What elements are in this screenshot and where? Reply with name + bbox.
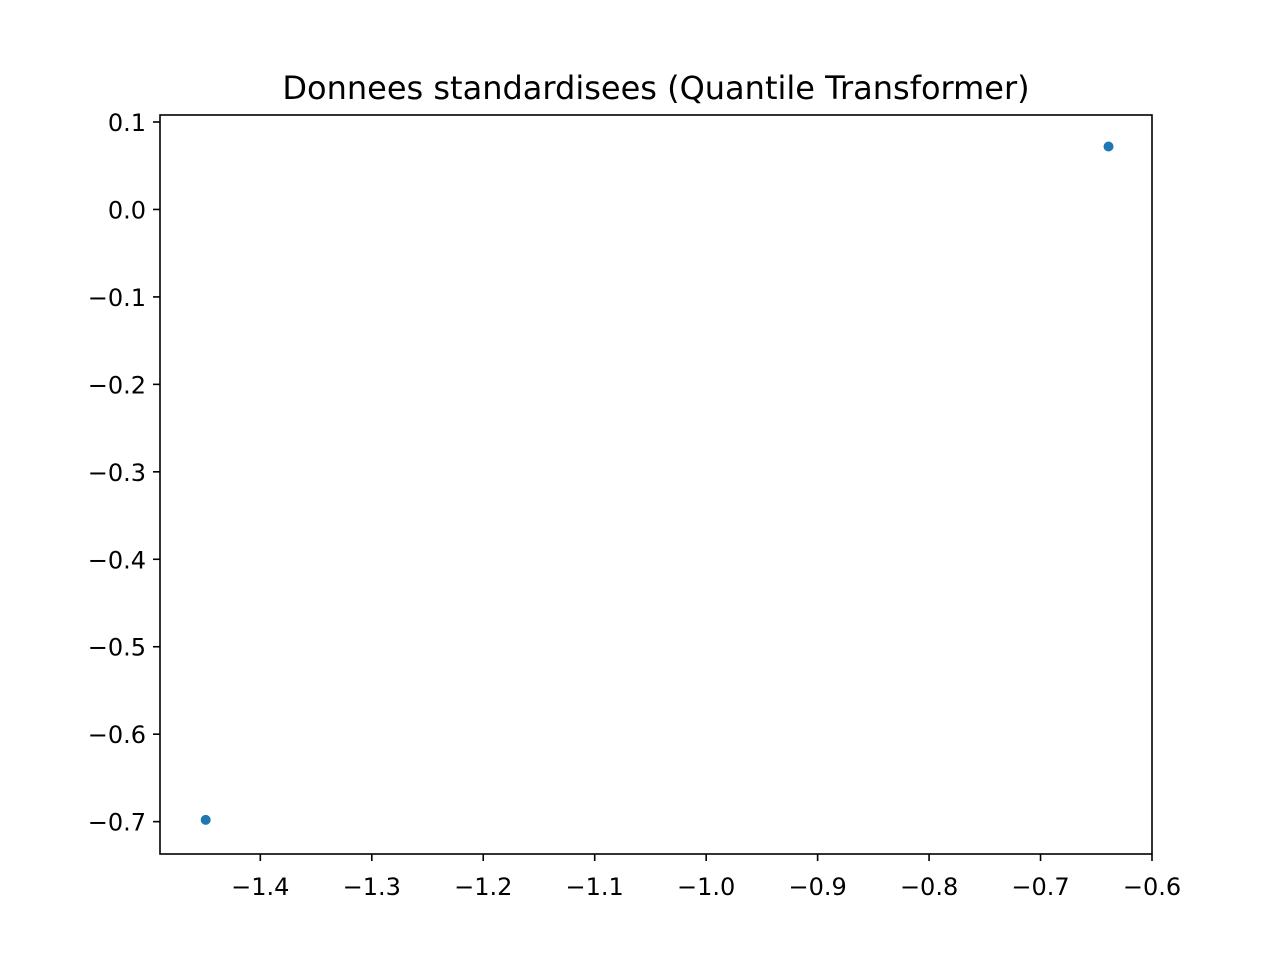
- y-tick-label: 0.1: [108, 109, 146, 137]
- x-tick-label: −0.8: [900, 873, 958, 901]
- y-tick-label: −0.3: [88, 459, 146, 487]
- y-tick-label: −0.5: [88, 634, 146, 662]
- x-tick-label: −1.3: [343, 873, 401, 901]
- y-tick-label: −0.7: [88, 809, 146, 837]
- y-tick-label: 0.0: [108, 196, 146, 224]
- x-tick-label: −1.0: [677, 873, 735, 901]
- data-point: [1103, 141, 1114, 152]
- y-tick-label: −0.6: [88, 721, 146, 749]
- x-tick-label: −1.4: [231, 873, 289, 901]
- x-axis: −1.4 −1.3 −1.2 −1.1 −1.0 −0.9 −0.8 −0.7 −0.6: [231, 854, 1181, 901]
- x-tick-label: −0.9: [788, 873, 846, 901]
- y-tick-label: −0.2: [88, 371, 146, 399]
- y-tick-label: −0.1: [88, 284, 146, 312]
- chart-title: Donnees standardisees (Quantile Transfor…: [282, 69, 1029, 107]
- plot-area: [159, 114, 1153, 855]
- x-tick-label: −0.7: [1011, 873, 1069, 901]
- x-tick-label: −1.2: [454, 873, 512, 901]
- y-axis: 0.1 0.0 −0.1 −0.2 −0.3 −0.4 −0.5 −0.6 −0.7: [88, 109, 160, 837]
- data-point: [200, 814, 211, 825]
- x-tick-label: −1.1: [566, 873, 624, 901]
- data-points: [200, 141, 1114, 825]
- x-tick-label: −0.6: [1123, 873, 1181, 901]
- y-tick-label: −0.4: [88, 546, 146, 574]
